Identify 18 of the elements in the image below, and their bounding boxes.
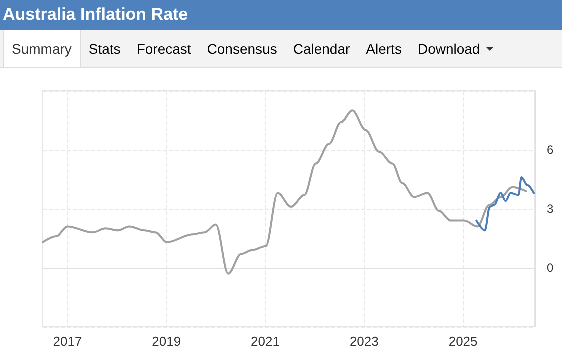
text: Consensus [207,40,278,56]
text: Download [418,40,480,56]
text: Alerts [366,40,402,56]
x-tick-label: 2019 [152,334,182,349]
line-series [476,176,536,232]
x-tick-label: 2023 [350,334,379,349]
text: Calendar [293,40,350,56]
x-tick-label: 2025 [448,334,478,349]
text: Forecast [136,40,192,56]
line-series [42,110,528,275]
y-tick-label: 0 [547,261,554,275]
chart-title: Australia Inflation Rate [0,0,562,30]
text: Stats [88,40,121,56]
x-tick-label: 2021 [251,334,280,349]
y-tick-label: 6 [547,143,554,157]
text: Summary [12,40,72,56]
x-tick-label: 2017 [53,334,82,349]
y-tick-label: 3 [547,202,554,216]
